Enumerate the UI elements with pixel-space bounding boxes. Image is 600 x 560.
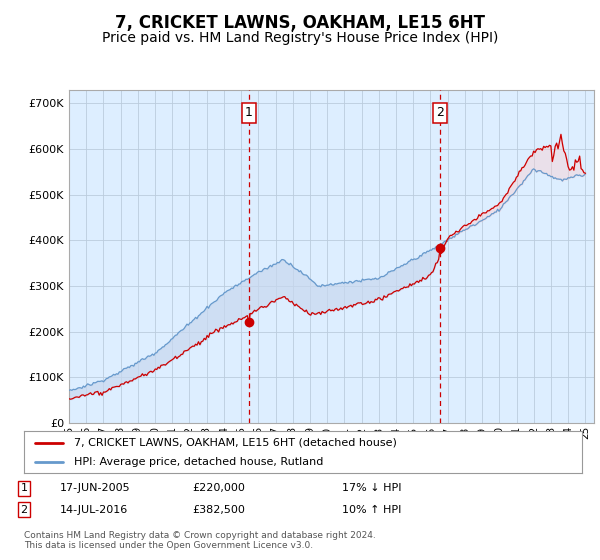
Text: 17% ↓ HPI: 17% ↓ HPI [342,483,401,493]
Text: Contains HM Land Registry data © Crown copyright and database right 2024.
This d: Contains HM Land Registry data © Crown c… [24,531,376,550]
Text: 7, CRICKET LAWNS, OAKHAM, LE15 6HT: 7, CRICKET LAWNS, OAKHAM, LE15 6HT [115,14,485,32]
Text: 7, CRICKET LAWNS, OAKHAM, LE15 6HT (detached house): 7, CRICKET LAWNS, OAKHAM, LE15 6HT (deta… [74,437,397,447]
Text: 14-JUL-2016: 14-JUL-2016 [60,505,128,515]
Text: 1: 1 [245,106,253,119]
Text: Price paid vs. HM Land Registry's House Price Index (HPI): Price paid vs. HM Land Registry's House … [102,31,498,45]
Text: £382,500: £382,500 [192,505,245,515]
Text: 2: 2 [436,106,444,119]
Text: 2: 2 [20,505,28,515]
Text: £220,000: £220,000 [192,483,245,493]
Text: 17-JUN-2005: 17-JUN-2005 [60,483,131,493]
Text: HPI: Average price, detached house, Rutland: HPI: Average price, detached house, Rutl… [74,457,323,467]
Text: 10% ↑ HPI: 10% ↑ HPI [342,505,401,515]
Text: 1: 1 [20,483,28,493]
